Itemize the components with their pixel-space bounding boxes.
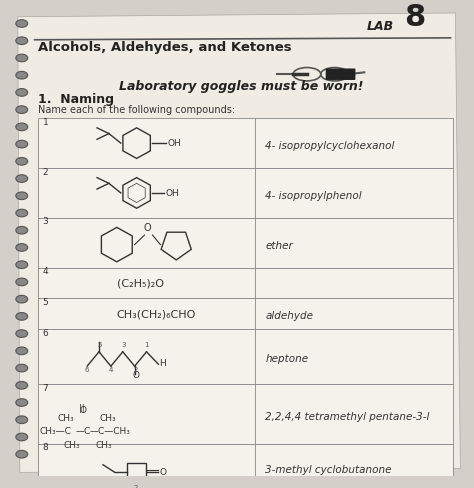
FancyBboxPatch shape bbox=[37, 218, 454, 267]
Ellipse shape bbox=[16, 89, 27, 96]
Text: CH₃: CH₃ bbox=[99, 414, 116, 423]
FancyBboxPatch shape bbox=[37, 118, 454, 168]
Text: Laboratory goggles must be worn!: Laboratory goggles must be worn! bbox=[119, 80, 363, 93]
Ellipse shape bbox=[16, 175, 27, 183]
Text: 2: 2 bbox=[134, 367, 138, 373]
Ellipse shape bbox=[16, 140, 27, 148]
FancyBboxPatch shape bbox=[37, 385, 454, 444]
Text: 3: 3 bbox=[122, 342, 126, 348]
Ellipse shape bbox=[16, 209, 27, 217]
Text: O: O bbox=[159, 468, 166, 477]
Text: O: O bbox=[79, 406, 86, 415]
Text: 4: 4 bbox=[109, 367, 113, 373]
Text: CH₃: CH₃ bbox=[64, 441, 80, 449]
Text: 7: 7 bbox=[43, 384, 48, 393]
Ellipse shape bbox=[16, 312, 27, 320]
Text: 5: 5 bbox=[43, 298, 48, 307]
Ellipse shape bbox=[16, 54, 27, 62]
Text: Alcohols, Aldehydes, and Ketones: Alcohols, Aldehydes, and Ketones bbox=[37, 41, 291, 54]
Text: LAB: LAB bbox=[366, 20, 393, 33]
Text: CH₃—C: CH₃—C bbox=[40, 427, 72, 436]
Ellipse shape bbox=[16, 347, 27, 355]
Ellipse shape bbox=[16, 433, 27, 441]
FancyBboxPatch shape bbox=[37, 298, 454, 329]
Text: (C₂H₅)₂O: (C₂H₅)₂O bbox=[117, 279, 164, 289]
Text: 8: 8 bbox=[404, 3, 425, 32]
Ellipse shape bbox=[16, 20, 27, 27]
Text: OH: OH bbox=[167, 139, 181, 148]
Text: ||: || bbox=[79, 404, 85, 413]
Text: 3-methyl cyclobutanone: 3-methyl cyclobutanone bbox=[265, 466, 392, 475]
Text: 6: 6 bbox=[84, 367, 89, 373]
Text: —C—CH₃: —C—CH₃ bbox=[89, 427, 130, 436]
Text: —C: —C bbox=[75, 427, 91, 436]
Ellipse shape bbox=[16, 399, 27, 407]
Text: OH: OH bbox=[165, 189, 179, 198]
Ellipse shape bbox=[16, 450, 27, 458]
FancyBboxPatch shape bbox=[37, 267, 454, 298]
Text: CH₃: CH₃ bbox=[95, 441, 112, 449]
Text: Name each of the following compounds:: Name each of the following compounds: bbox=[37, 104, 235, 115]
Ellipse shape bbox=[16, 244, 27, 251]
Text: 2,2,4,4 tetramethyl pentane-3-l: 2,2,4,4 tetramethyl pentane-3-l bbox=[265, 412, 430, 422]
Ellipse shape bbox=[16, 295, 27, 303]
Text: 4- isopropylphenol: 4- isopropylphenol bbox=[265, 191, 362, 201]
Polygon shape bbox=[18, 13, 460, 472]
Text: 8: 8 bbox=[43, 444, 48, 452]
Text: 1: 1 bbox=[43, 118, 48, 127]
Ellipse shape bbox=[16, 416, 27, 424]
Ellipse shape bbox=[16, 71, 27, 79]
Text: 6: 6 bbox=[43, 328, 48, 338]
Text: O: O bbox=[144, 223, 151, 233]
Text: 4- isopropylcyclohexanol: 4- isopropylcyclohexanol bbox=[265, 141, 395, 151]
Ellipse shape bbox=[16, 261, 27, 268]
Text: 2: 2 bbox=[134, 485, 138, 488]
Text: heptone: heptone bbox=[265, 354, 309, 365]
Text: 4: 4 bbox=[43, 267, 48, 276]
Text: CH₃(CH₂)₆CHO: CH₃(CH₂)₆CHO bbox=[117, 309, 196, 319]
Text: 2: 2 bbox=[43, 168, 48, 177]
Text: 5: 5 bbox=[97, 342, 101, 348]
Text: O: O bbox=[133, 370, 140, 380]
Ellipse shape bbox=[16, 278, 27, 286]
Ellipse shape bbox=[16, 226, 27, 234]
Text: H: H bbox=[159, 359, 166, 368]
Ellipse shape bbox=[16, 192, 27, 200]
Ellipse shape bbox=[16, 37, 27, 44]
Text: 3: 3 bbox=[43, 218, 48, 226]
FancyBboxPatch shape bbox=[37, 168, 454, 218]
FancyBboxPatch shape bbox=[326, 68, 356, 80]
Text: aldehyde: aldehyde bbox=[265, 311, 313, 322]
Text: ether: ether bbox=[265, 241, 293, 250]
FancyBboxPatch shape bbox=[37, 444, 454, 488]
Ellipse shape bbox=[16, 330, 27, 337]
Ellipse shape bbox=[16, 382, 27, 389]
FancyBboxPatch shape bbox=[37, 329, 454, 385]
Text: 1: 1 bbox=[145, 342, 149, 348]
Text: 1.  Naming: 1. Naming bbox=[37, 93, 114, 106]
Ellipse shape bbox=[16, 123, 27, 131]
Ellipse shape bbox=[16, 364, 27, 372]
Ellipse shape bbox=[16, 158, 27, 165]
Ellipse shape bbox=[16, 106, 27, 114]
Text: CH₃: CH₃ bbox=[57, 414, 74, 423]
